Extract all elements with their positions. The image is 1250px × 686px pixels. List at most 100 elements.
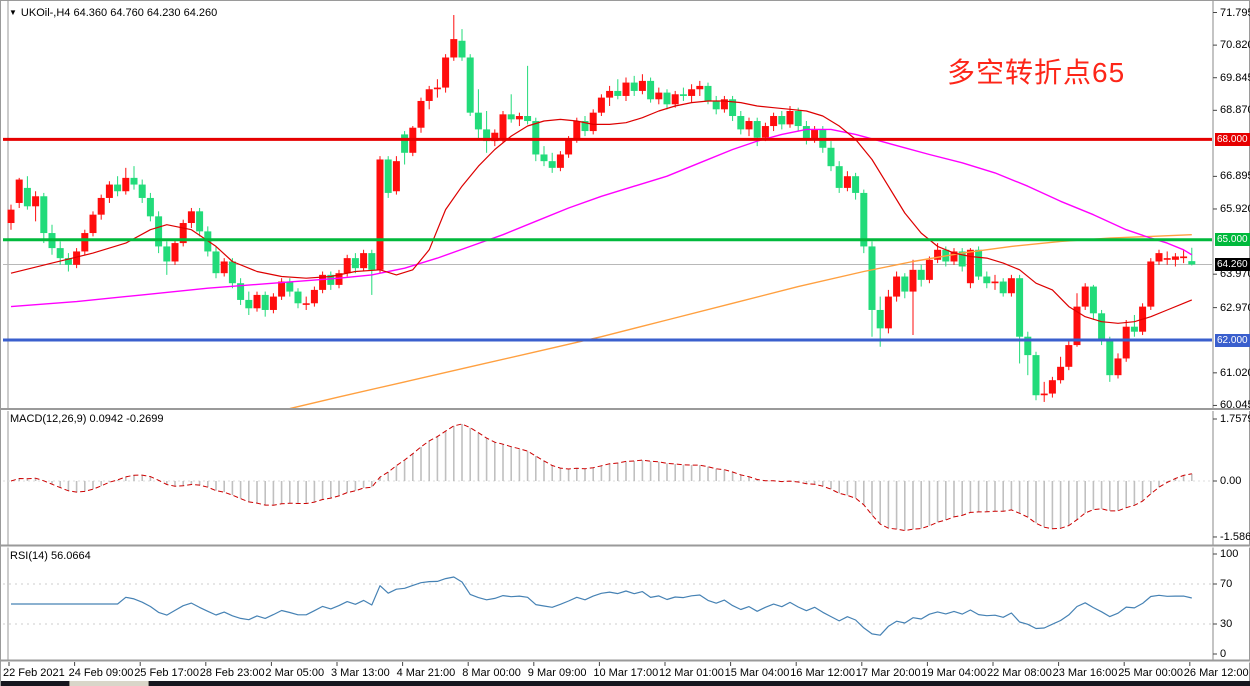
candle [1048,376,1056,398]
candle [376,156,384,274]
chart-tab[interactable] [69,681,149,686]
candle [1065,340,1073,371]
candle [196,207,204,237]
candle [401,131,409,165]
symbol-dropdown-arrow-icon[interactable]: ▼ [9,8,17,17]
candle [32,191,40,222]
time-axis-label: 9 Mar 09:00 [527,667,587,679]
candle [999,278,1007,297]
time-axis-label: 10 Mar 17:00 [593,667,659,679]
candle [89,211,97,237]
candle [23,176,31,210]
ma-fast-line [10,100,1193,324]
candle [138,179,146,203]
candle [261,291,269,317]
candle [450,15,458,61]
candle [860,189,868,254]
candle [901,273,909,299]
candle [97,194,105,220]
candle [228,258,236,289]
candle [1163,251,1171,265]
candle [245,291,253,315]
candle [655,87,663,105]
annotation-note: 多空转折点65 [947,57,1126,88]
time-axis-label: 2 Mar 05:00 [265,667,325,679]
time-axis-label: 23 Mar 16:00 [1052,667,1118,679]
time-axis-label: 3 Mar 13:00 [331,667,390,679]
candle [466,54,474,117]
candle [1024,331,1032,376]
price-axis-label: 61.020 [1220,366,1250,379]
candle [1171,253,1179,267]
candle [606,85,614,106]
candle [269,293,277,314]
macd-panel[interactable] [3,423,1212,532]
price-axis-label: 62.970 [1220,301,1250,314]
candle [458,29,466,61]
candle [73,248,81,269]
candle [679,87,687,101]
candle [302,296,310,310]
main-chart-panel[interactable] [3,15,1212,409]
candle [917,264,925,287]
candle [155,211,163,254]
candle [7,204,15,230]
price-axis-label: 63.970 [1220,268,1250,281]
candle [351,253,359,274]
time-axis-label: 17 Mar 20:00 [855,667,921,679]
candle [15,177,23,208]
candle [294,288,302,309]
candle [597,94,605,117]
candle [729,95,737,122]
rsi-panel[interactable] [3,576,1212,636]
candle [1155,249,1163,265]
candle [548,152,556,173]
candle [146,192,154,222]
time-axis-label: 26 Mar 12:00 [1183,667,1249,679]
candle [958,248,966,272]
candle [671,90,679,108]
candle [187,207,195,229]
time-axis-label: 22 Feb 2021 [3,667,65,679]
time-axis-label: 25 Mar 00:00 [1118,667,1184,679]
macd-axis-label: 0.00 [1220,475,1242,487]
candle [925,256,933,284]
candle [720,95,728,113]
candle [1040,381,1048,402]
candle [1130,314,1138,337]
candle [983,271,991,289]
candle [409,126,417,157]
candle [975,246,983,280]
candle [81,229,89,255]
candle [253,291,261,312]
candle [638,74,646,95]
candle [474,89,482,140]
price-axis-label: 68.870 [1220,104,1250,117]
time-axis-label: 16 Mar 12:00 [790,667,856,679]
candle [540,146,548,167]
candle [966,248,974,289]
candle [688,84,696,103]
candle [1188,247,1196,266]
candle [1147,258,1155,310]
symbol-period-label: UKOil-,H4 [20,7,71,19]
candle [991,274,999,290]
price-axis-label: 65.920 [1220,202,1250,215]
candle [827,141,835,172]
candle [1114,353,1122,379]
candle [884,289,892,334]
candle [368,249,376,295]
rsi-axis-label: 100 [1220,548,1239,560]
candle [909,259,917,336]
candle [950,248,958,265]
candle [392,156,400,195]
price-axis-label: 70.820 [1220,39,1250,52]
candle [310,286,318,307]
candle [163,241,171,275]
candle [778,110,786,130]
candle [105,181,113,203]
candle [286,278,294,297]
candle [278,278,286,300]
candle [1073,293,1081,347]
